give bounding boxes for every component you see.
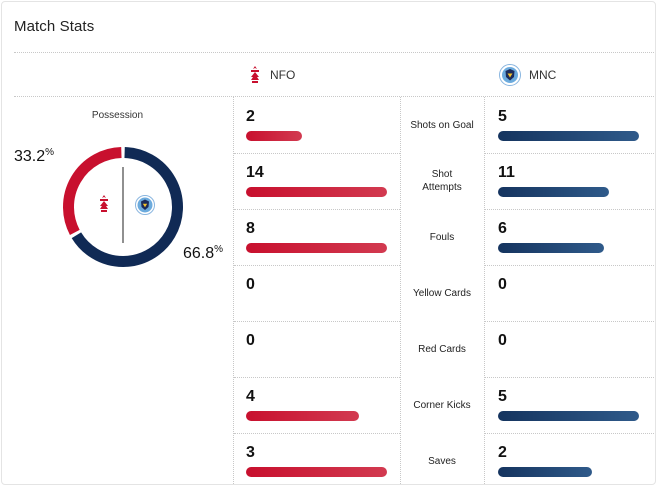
- home-stat-value: 4: [246, 388, 255, 405]
- home-stat-value: 14: [246, 164, 264, 181]
- possession-label: Possession: [91, 110, 144, 121]
- divider: [234, 321, 400, 322]
- divider: [233, 97, 234, 484]
- team-header-home: NFO: [248, 62, 295, 88]
- away-stat-value: 5: [498, 388, 507, 405]
- away-stat-value: 11: [498, 164, 515, 181]
- away-possession-pct: 66.8%: [183, 244, 224, 262]
- away-possession-arc: [71, 147, 183, 267]
- divider: [485, 377, 654, 378]
- divider: [400, 97, 401, 484]
- stat-label: Saves: [428, 456, 456, 467]
- away-stat-bar: [498, 467, 592, 477]
- nfo-crest-icon: [100, 195, 108, 212]
- away-stat-bar: [498, 131, 639, 141]
- divider: [485, 321, 654, 322]
- home-stat-bar: [246, 131, 302, 141]
- stat-label: Fouls: [429, 232, 455, 243]
- away-stat-bar: [498, 187, 609, 197]
- divider: [14, 52, 654, 53]
- home-stat-value: 2: [246, 108, 255, 125]
- stat-label: Yellow Cards: [413, 288, 471, 299]
- divider: [234, 265, 400, 266]
- team-name-away: MNC: [529, 68, 557, 82]
- divider: [484, 97, 485, 484]
- stat-label: Shots on Goal: [410, 120, 474, 131]
- divider: [14, 96, 654, 97]
- away-stat-value: 0: [498, 332, 507, 349]
- home-stat-bar: [246, 243, 387, 253]
- home-stat-value: 0: [246, 332, 255, 349]
- home-stat-bar: [246, 467, 387, 477]
- nfo-crest-icon: [251, 66, 259, 83]
- card-title: Match Stats: [14, 18, 95, 35]
- divider: [234, 209, 400, 210]
- divider: [234, 377, 400, 378]
- divider: [234, 153, 400, 154]
- away-stat-value: 2: [498, 444, 507, 461]
- away-stat-bar: [498, 411, 639, 421]
- divider: [485, 433, 654, 434]
- stat-label: Corner Kicks: [413, 400, 471, 411]
- divider: [234, 433, 400, 434]
- away-stat-value: 0: [498, 276, 507, 293]
- home-possession-arc: [63, 147, 122, 235]
- divider: [485, 209, 654, 210]
- home-stat-value: 3: [246, 444, 255, 461]
- home-stat-bar: [246, 411, 359, 421]
- home-possession-pct: 33.2%: [14, 147, 55, 165]
- stat-label: Red Cards: [418, 344, 466, 355]
- away-stat-value: 6: [498, 220, 507, 237]
- home-stat-bar: [246, 187, 387, 197]
- divider: [485, 153, 654, 154]
- possession-donut: [63, 147, 183, 267]
- stat-label: Shot Attempts: [422, 169, 462, 193]
- mnc-crest-icon: [135, 195, 155, 215]
- away-stat-bar: [498, 243, 604, 253]
- home-stat-value: 0: [246, 276, 255, 293]
- home-stat-value: 8: [246, 220, 255, 237]
- away-stat-value: 5: [498, 108, 507, 125]
- divider: [485, 265, 654, 266]
- team-name-home: NFO: [270, 68, 296, 82]
- team-header-away: MNC: [499, 62, 556, 88]
- mnc-crest-icon: [499, 64, 521, 86]
